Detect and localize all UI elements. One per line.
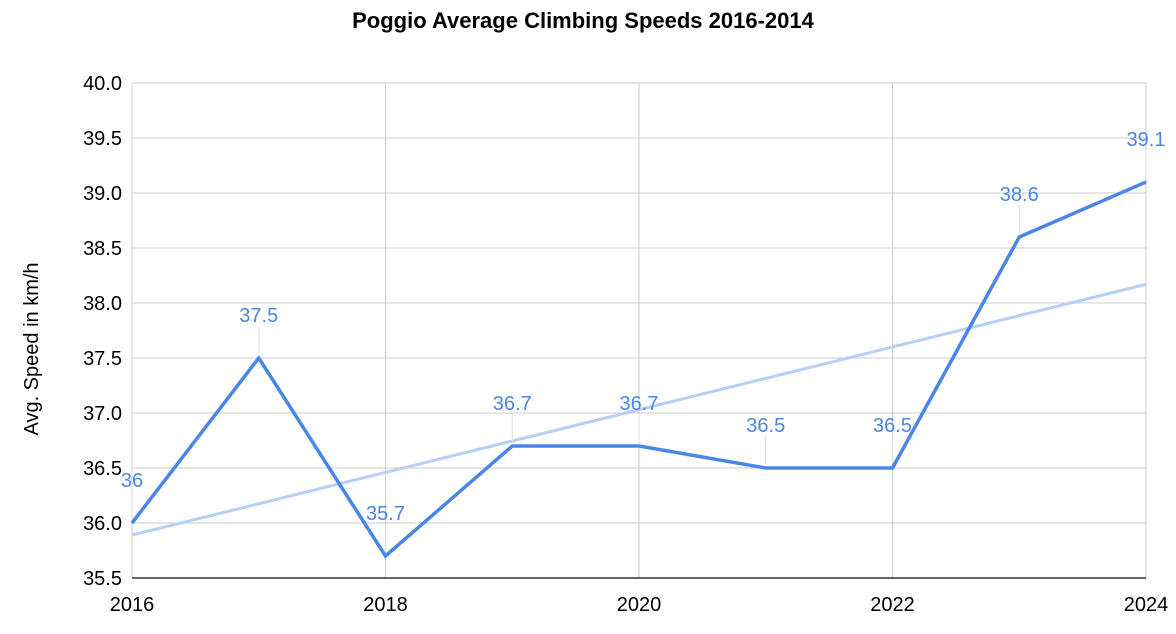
data-label: 36.5 (746, 415, 785, 437)
trendline (131, 282, 1147, 537)
chart-title: Poggio Average Climbing Speeds 2016-2014 (352, 8, 815, 33)
x-tick-label: 2020 (617, 594, 662, 616)
data-label: 36.5 (873, 415, 912, 437)
y-tick-label: 38.5 (83, 238, 122, 260)
data-label-leaders (131, 150, 1147, 552)
x-tick-label: 2022 (870, 594, 915, 616)
x-tick-label: 2018 (363, 594, 408, 616)
y-tick-label: 35.5 (83, 568, 122, 590)
y-tick-label: 39.5 (83, 128, 122, 150)
data-label: 36.7 (620, 393, 659, 415)
y-tick-label: 38.0 (83, 293, 122, 315)
y-tick-labels: 35.5 36.0 36.5 37.0 37.5 38.0 38.5 39.0 39.5 40.0 (83, 73, 122, 590)
x-tick-label: 2016 (110, 594, 155, 616)
y-axis-label: Avg. Speed in km/h (21, 262, 43, 435)
data-label: 36.7 (493, 393, 532, 415)
data-label: 37.5 (239, 305, 278, 327)
y-tick-label: 37.5 (83, 348, 122, 370)
y-gridlines (132, 82, 1146, 579)
y-tick-label: 39.0 (83, 183, 122, 205)
series-polyline (130, 180, 1147, 559)
x-gridlines (131, 83, 1147, 578)
x-tick-labels: 2016 2018 2020 2022 2024 (110, 594, 1169, 616)
trendline-line (131, 282, 1147, 537)
data-label: 36 (121, 470, 143, 492)
y-tick-label: 37.0 (83, 403, 122, 425)
data-label: 35.7 (366, 503, 405, 525)
series-line (130, 180, 1147, 559)
data-label: 39.1 (1127, 129, 1166, 151)
y-tick-label: 36.5 (83, 458, 122, 480)
y-tick-label: 40.0 (83, 73, 122, 95)
y-tick-label: 36.0 (83, 513, 122, 535)
x-tick-label: 2024 (1124, 594, 1169, 616)
data-labels: 36 37.5 35.7 36.7 36.7 36.5 36.5 38.6 39.1 (121, 129, 1166, 525)
data-label: 38.6 (1000, 184, 1039, 206)
